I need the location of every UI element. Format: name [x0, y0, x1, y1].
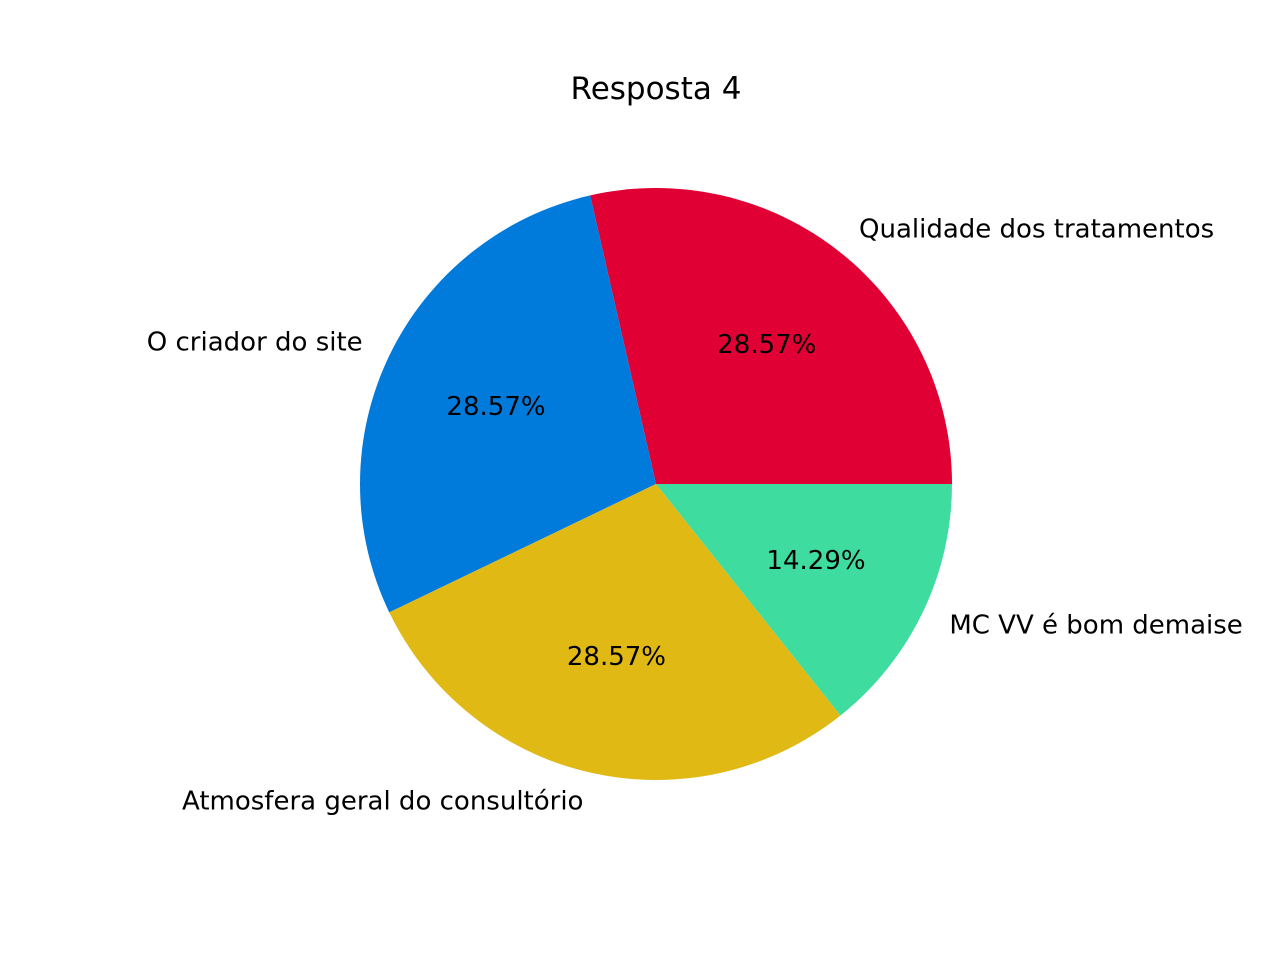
- pie-pct-label: 14.29%: [766, 546, 865, 576]
- pie-slices: [360, 188, 952, 780]
- pie-pct-label: 28.57%: [446, 392, 545, 422]
- pie-category-label: Qualidade dos tratamentos: [859, 214, 1214, 244]
- chart-title: Resposta 4: [571, 71, 742, 107]
- pie-labels: 28.57% Qualidade dos tratamentos 28.57% O c…: [147, 214, 1243, 816]
- pie-slice-o-criador-do-site: [360, 195, 656, 613]
- pie-category-label: MC VV é bom demaise: [949, 610, 1242, 640]
- pie-slice-mc-vv-e-bom-demaise: [656, 484, 952, 716]
- pie-slice-qualidade-dos-tratamentos: [590, 188, 952, 484]
- pie-category-label: O criador do site: [147, 328, 363, 358]
- pie-pct-label: 28.57%: [717, 330, 816, 360]
- pie-category-label: Atmosfera geral do consultório: [182, 786, 583, 816]
- pie-slice-atmosfera-geral-do-consultorio: [389, 484, 841, 780]
- pie-pct-label: 28.57%: [567, 642, 666, 672]
